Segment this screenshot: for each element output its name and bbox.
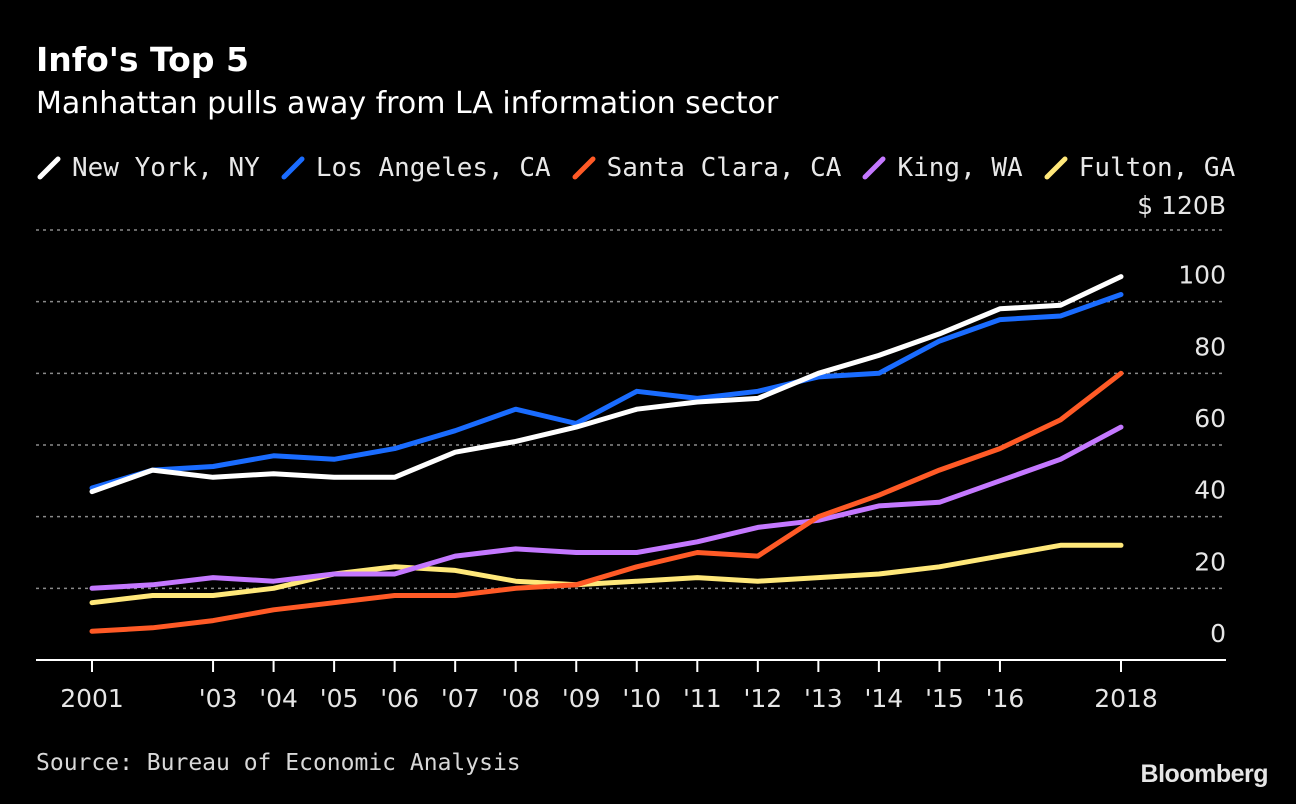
legend-label: King, WA: [897, 153, 1023, 183]
series-line: [89, 292, 1124, 491]
legend-label: New York, NY: [72, 153, 260, 183]
legend-item: Santa Clara, CA: [571, 153, 842, 183]
legend-swatch: [572, 156, 596, 180]
legend-item: King, WA: [861, 153, 1023, 183]
series-line: [89, 424, 1124, 591]
series-line: [89, 542, 1124, 606]
chart-subtitle: Manhattan pulls away from LA information…: [36, 86, 779, 121]
y-tick-label: 40: [1194, 476, 1226, 505]
x-tick-label: '06: [380, 684, 419, 713]
legend-swatch: [862, 156, 886, 180]
legend-swatch: [1044, 156, 1068, 180]
legend-item: Los Angeles, CA: [280, 153, 551, 183]
y-tick-label: 80: [1194, 332, 1226, 361]
x-tick-label: '09: [562, 684, 601, 713]
x-tick-label: '08: [501, 684, 540, 713]
y-tick-label: 100: [1178, 261, 1226, 290]
legend-label: Los Angeles, CA: [315, 153, 551, 183]
series-line: [89, 274, 1124, 495]
chart-legend: New York, NY Los Angeles, CA Santa Clara, …: [36, 148, 1255, 188]
x-tick-label: '15: [925, 684, 964, 713]
x-tick-label: '03: [199, 684, 238, 713]
x-tick-label: '14: [865, 684, 904, 713]
y-tick-label: 0: [1210, 619, 1226, 648]
series-line: [89, 370, 1124, 634]
y-tick-label: 60: [1194, 404, 1226, 433]
chart-title: Info's Top 5: [36, 40, 249, 79]
x-tick-label: '05: [320, 684, 359, 713]
legend-item: Fulton, GA: [1043, 153, 1236, 183]
x-tick-label: 2001: [60, 684, 124, 713]
x-tick-label: 2018: [1094, 684, 1158, 713]
legend-label: Santa Clara, CA: [606, 153, 842, 183]
x-tick-label: '13: [804, 684, 843, 713]
legend-swatch: [281, 156, 305, 180]
x-tick-label: '16: [986, 684, 1025, 713]
x-tick-label: '10: [622, 684, 661, 713]
legend-swatch: [37, 156, 61, 180]
legend-item: New York, NY: [36, 153, 260, 183]
x-tick-label: '07: [441, 684, 480, 713]
y-tick-label: 20: [1194, 547, 1226, 576]
x-tick-label: '12: [743, 684, 782, 713]
legend-label: Fulton, GA: [1078, 153, 1236, 183]
y-tick-label: $ 120B: [1137, 191, 1226, 220]
bloomberg-logo: Bloomberg: [1140, 760, 1269, 788]
source-note: Source: Bureau of Economic Analysis: [36, 750, 521, 776]
x-tick-label: '04: [259, 684, 298, 713]
x-tick-label: '11: [683, 684, 722, 713]
